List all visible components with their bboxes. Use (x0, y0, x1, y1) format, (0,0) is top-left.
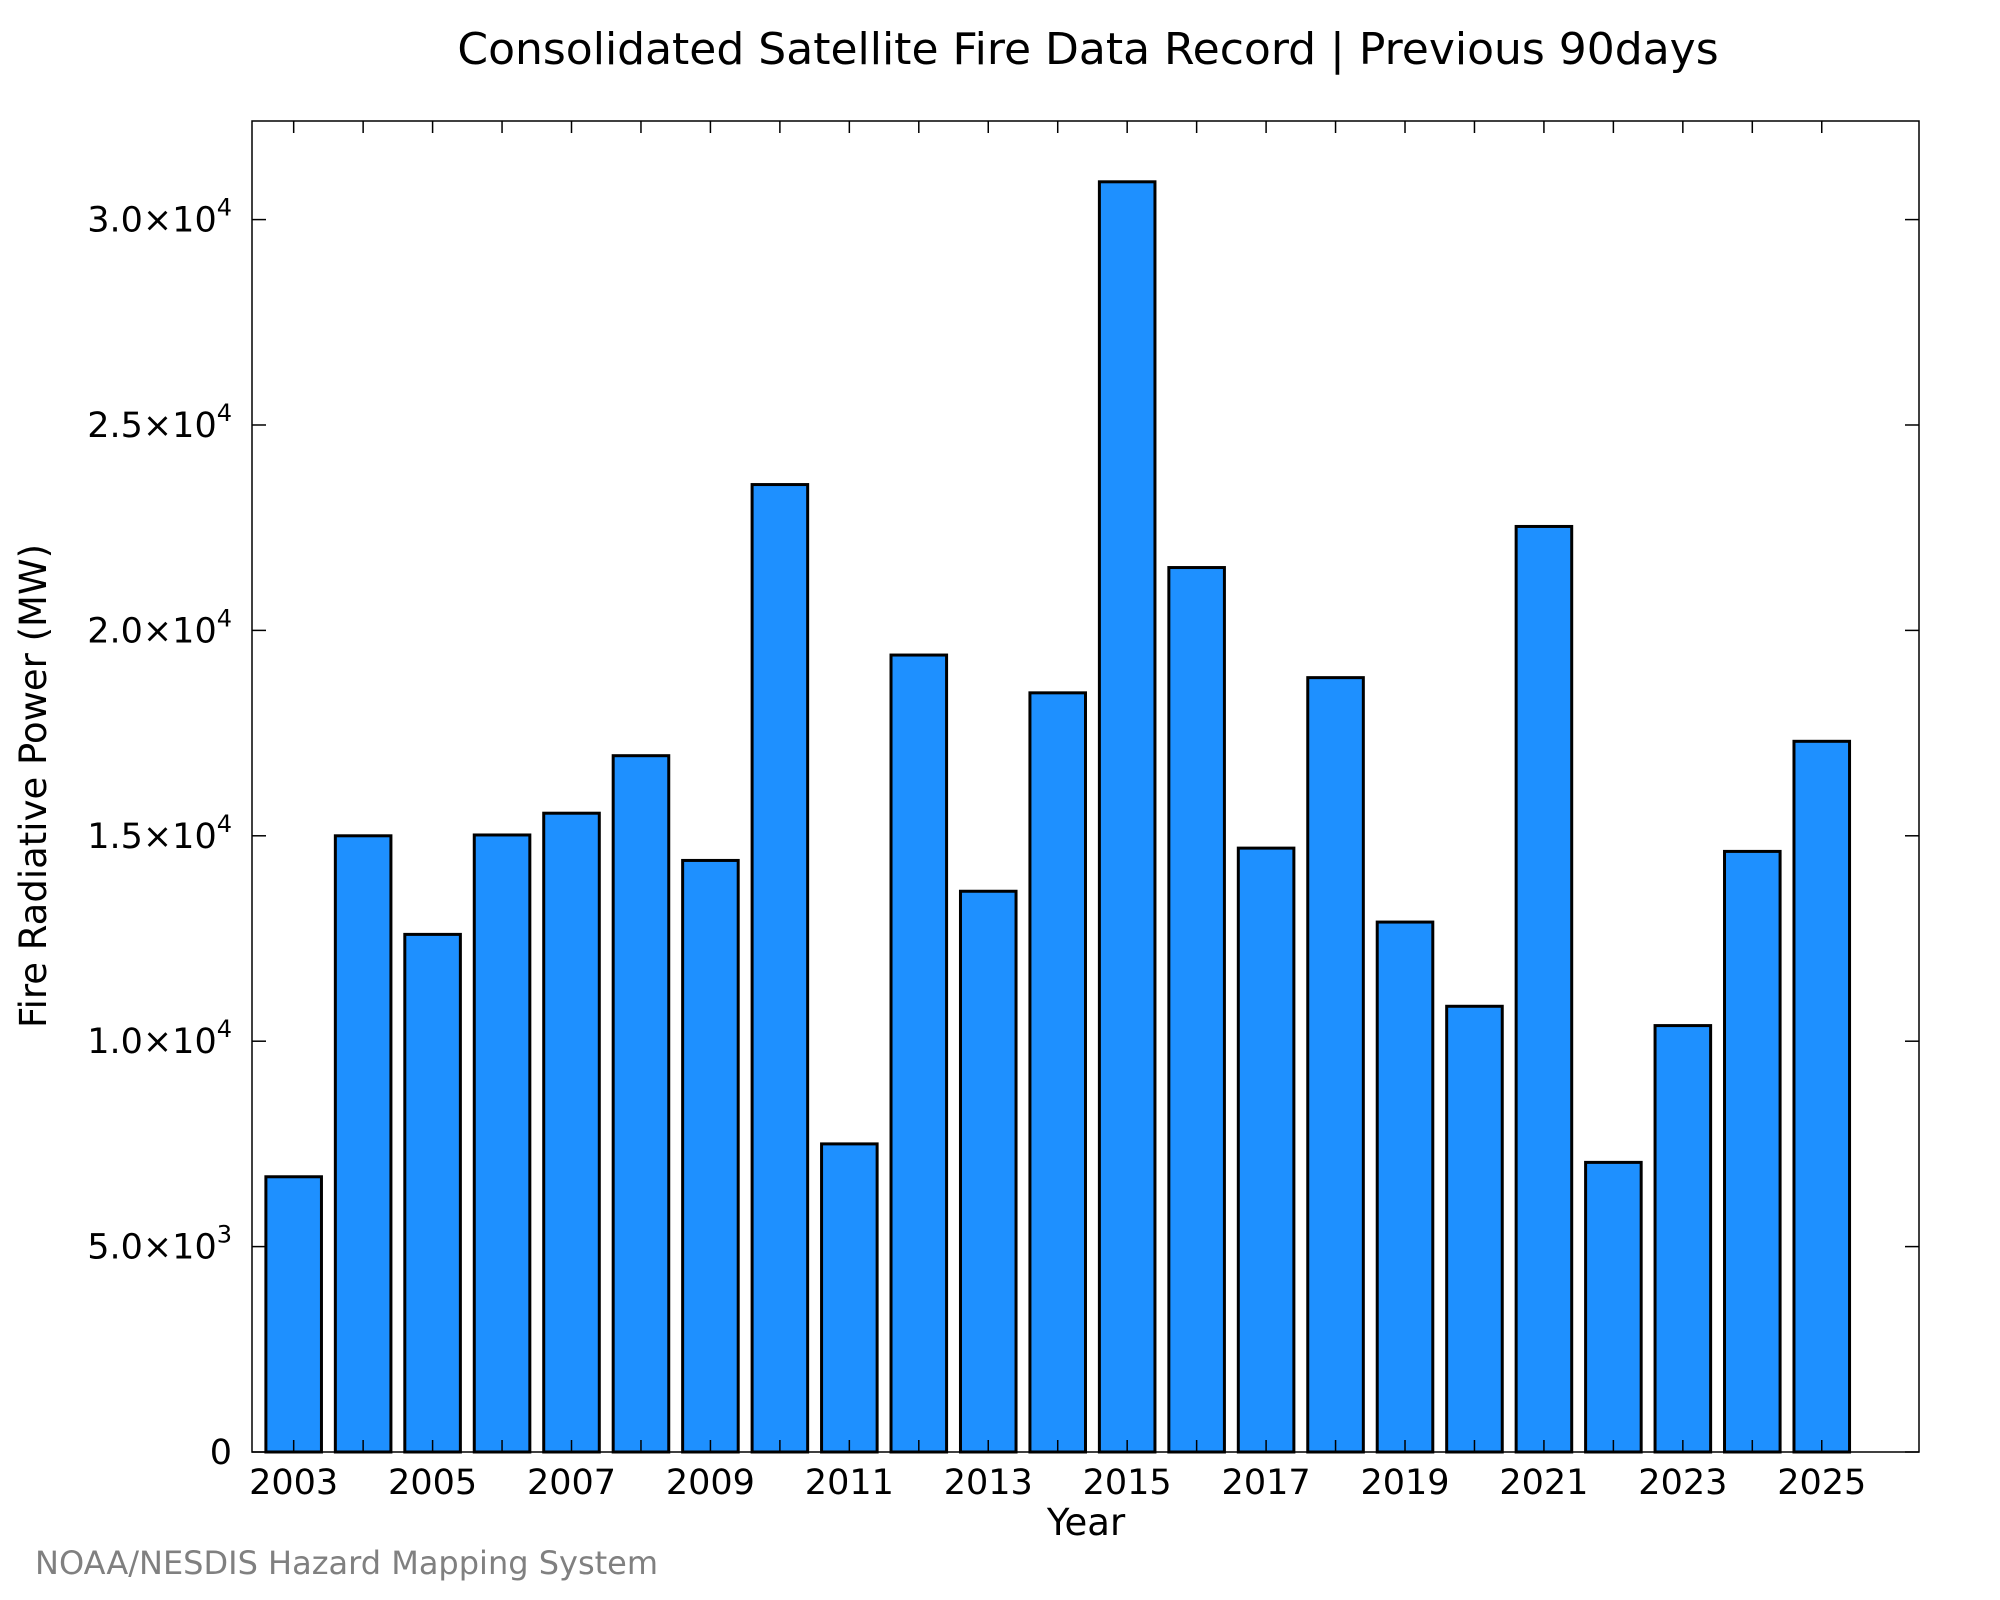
credit-text: NOAA/NESDIS Hazard Mapping System (35, 1544, 658, 1582)
bar-2018 (1306, 676, 1365, 1454)
bar-2015 (1097, 180, 1157, 1454)
bar-2003 (264, 1175, 323, 1454)
bar-2020 (1445, 1004, 1504, 1454)
bar-2009 (681, 858, 740, 1454)
bar-2021 (1514, 524, 1574, 1454)
bar-2022 (1584, 1160, 1643, 1454)
y-tick-label-5000: 5.0×103 (87, 1221, 232, 1268)
x-axis-label: Year (1046, 1501, 1126, 1544)
bar-2008 (611, 754, 671, 1454)
y-tick-label-10000: 1.0×104 (87, 1015, 232, 1062)
bar-2016 (1167, 566, 1226, 1454)
x-tick-label-2011: 2011 (805, 1463, 894, 1503)
x-tick-label-2009: 2009 (666, 1463, 755, 1503)
y-tick-label-15000: 1.5×104 (87, 810, 232, 857)
x-tick-label-2007: 2007 (527, 1463, 616, 1503)
bar-2006 (472, 833, 532, 1454)
y-tick-label-25000: 2.5×104 (87, 399, 232, 446)
x-tick-label-2019: 2019 (1360, 1463, 1449, 1503)
x-tick-label-2015: 2015 (1083, 1463, 1172, 1503)
bars-group (264, 180, 1852, 1454)
bar-2011 (820, 1142, 879, 1454)
bar-2024 (1723, 849, 1782, 1454)
bar-2005 (403, 932, 462, 1454)
bar-2014 (1028, 691, 1088, 1454)
y-axis-label: Fire Radiative Power (MW) (12, 544, 55, 1028)
x-tick-label-2013: 2013 (944, 1463, 1033, 1503)
x-tick-label-2023: 2023 (1638, 1463, 1727, 1503)
bar-2017 (1236, 846, 1296, 1454)
y-axis: 0 5.0×103 1.0×104 1.5×104 2.0×104 2.5×104 3.0×… (87, 194, 1919, 1473)
bar-2013 (958, 889, 1018, 1454)
bar-2007 (542, 811, 601, 1454)
bar-2023 (1653, 1024, 1713, 1454)
bar-2025 (1792, 739, 1852, 1454)
x-tick-label-2021: 2021 (1499, 1463, 1588, 1503)
x-tick-label-2025: 2025 (1777, 1463, 1866, 1503)
plot-frame (251, 120, 1920, 1453)
bar-2010 (750, 483, 810, 1454)
bar-2004 (333, 834, 393, 1454)
x-tick-label-2017: 2017 (1222, 1463, 1311, 1503)
y-tick-label-0: 0 (210, 1433, 232, 1473)
y-tick-label-30000: 3.0×104 (87, 194, 232, 241)
x-tick-label-2003: 2003 (249, 1463, 338, 1503)
bar-2012 (889, 653, 949, 1454)
chart-title: Consolidated Satellite Fire Data Record … (457, 24, 1718, 75)
x-tick-label-2005: 2005 (388, 1463, 477, 1503)
y-tick-label-20000: 2.0×104 (87, 604, 232, 651)
x-axis: 2003 2005 2007 2009 2011 2013 2015 2017 2019 2021… (249, 121, 1866, 1503)
bar-2019 (1375, 920, 1435, 1454)
